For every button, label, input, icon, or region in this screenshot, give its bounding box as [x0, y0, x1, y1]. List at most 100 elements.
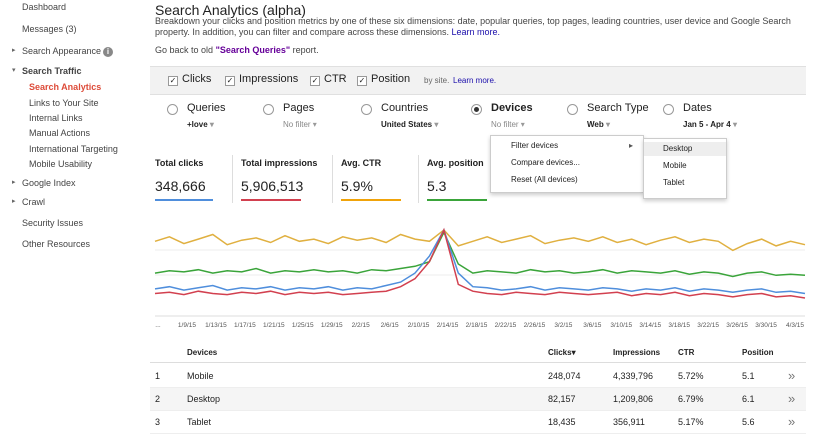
dimension-name[interactable]: Pages: [283, 102, 314, 114]
table-row[interactable]: [150, 388, 806, 411]
dimension-filter[interactable]: United States ▾: [381, 120, 438, 129]
expand-arrow: ▾: [12, 66, 16, 74]
checkbox[interactable]: ✓: [357, 76, 367, 86]
table-header[interactable]: CTR: [678, 348, 694, 357]
metrics-learn-more[interactable]: Learn more.: [453, 76, 496, 85]
table-cell: 2: [155, 394, 160, 404]
table-cell: Desktop: [187, 394, 220, 404]
x-tick-label: 3/18/15: [668, 322, 690, 329]
back-line: Go back to old "Search Queries" report.: [155, 45, 319, 55]
sidebar-subitem[interactable]: Search Analytics: [29, 82, 101, 92]
expand-arrow: ▸: [12, 178, 16, 186]
learn-more-link[interactable]: Learn more.: [452, 27, 501, 37]
dimension-filter[interactable]: Jan 5 - Apr 4 ▾: [683, 120, 737, 129]
table-row[interactable]: [150, 411, 806, 434]
table-header: Devices: [187, 348, 217, 357]
sidebar-subitem[interactable]: Manual Actions: [29, 128, 90, 138]
dimension-name[interactable]: Search Type: [587, 102, 649, 114]
menu-item[interactable]: Compare devices...: [511, 158, 580, 167]
submenu-item[interactable]: Mobile: [663, 161, 687, 170]
radio[interactable]: [471, 104, 482, 115]
metric-checkbox[interactable]: ✓Impressions: [225, 73, 298, 86]
dimension-filter[interactable]: No filter ▾: [491, 120, 525, 129]
submenu-arrow: ▸: [629, 141, 633, 150]
total-underline: [341, 199, 401, 201]
radio[interactable]: [663, 104, 674, 115]
table-header[interactable]: Impressions: [613, 348, 660, 357]
x-tick-label: 3/26/15: [726, 322, 748, 329]
table-cell: 6.1: [742, 394, 755, 404]
radio[interactable]: [361, 104, 372, 115]
x-tick-label: 3/2/15: [554, 322, 572, 329]
sidebar-subitem[interactable]: Mobile Usability: [29, 159, 92, 169]
sidebar-subitem[interactable]: Internal Links: [29, 113, 83, 123]
radio[interactable]: [167, 104, 178, 115]
expand-arrow: ▸: [12, 46, 16, 54]
x-tick-label: 1/17/15: [234, 322, 256, 329]
table-cell: 5.1: [742, 371, 755, 381]
x-tick-label: 3/6/15: [583, 322, 601, 329]
dimension-name[interactable]: Dates: [683, 102, 712, 114]
radio[interactable]: [567, 104, 578, 115]
back-link[interactable]: "Search Queries": [216, 45, 291, 55]
submenu-item[interactable]: Tablet: [663, 178, 684, 187]
sidebar-item[interactable]: Google Index: [22, 178, 76, 188]
x-tick-label: 2/2/15: [352, 322, 370, 329]
dimension-name[interactable]: Devices: [491, 102, 533, 114]
x-tick-label: 1/25/15: [292, 322, 314, 329]
sidebar-item[interactable]: Dashboard: [22, 2, 66, 12]
total-value: 5.3: [427, 178, 446, 194]
metric-checkbox[interactable]: ✓Clicks: [168, 73, 211, 86]
info-icon[interactable]: i: [103, 47, 113, 57]
sidebar-item[interactable]: Messages (3): [22, 24, 77, 34]
table-cell: 1,209,806: [613, 394, 653, 404]
x-tick-label: 3/22/15: [697, 322, 719, 329]
metric-checkbox[interactable]: ✓CTR: [310, 73, 347, 86]
metric-label: Position: [371, 73, 410, 85]
total-label: Avg. position: [427, 158, 484, 168]
table-header[interactable]: Position: [742, 348, 774, 357]
sidebar-subitem[interactable]: International Targeting: [29, 144, 118, 154]
metric-checkbox[interactable]: ✓ Position: [357, 73, 410, 86]
checkbox[interactable]: ✓: [168, 76, 178, 86]
sidebar-item[interactable]: Search Appearance: [22, 46, 101, 56]
sidebar-item[interactable]: Other Resources: [22, 239, 90, 249]
dimension-filter[interactable]: +love ▾: [187, 120, 214, 129]
table-row[interactable]: [150, 365, 806, 388]
radio[interactable]: [263, 104, 274, 115]
table-cell: 1: [155, 371, 160, 381]
submenu-item[interactable]: Desktop: [663, 144, 692, 153]
checkbox[interactable]: ✓: [225, 76, 235, 86]
sidebar-item[interactable]: Security Issues: [22, 218, 83, 228]
radio-dot: [474, 107, 479, 112]
dimension-filter[interactable]: No filter ▾: [283, 120, 317, 129]
back-text: Go back to old: [155, 45, 213, 55]
x-tick-label: ...: [155, 322, 161, 329]
row-expand[interactable]: »: [788, 414, 795, 429]
checkbox[interactable]: ✓: [310, 76, 320, 86]
x-tick-label: 1/21/15: [263, 322, 285, 329]
dimension-filter[interactable]: Web ▾: [587, 120, 610, 129]
menu-item[interactable]: Reset (All devices): [511, 175, 578, 184]
back-text: report.: [293, 45, 319, 55]
menu-item[interactable]: Filter devices: [511, 141, 558, 150]
row-expand[interactable]: »: [788, 391, 795, 406]
data-line: [155, 230, 805, 250]
x-tick-label: 1/29/15: [321, 322, 343, 329]
table-cell: Tablet: [187, 417, 211, 427]
sidebar-item[interactable]: Crawl: [22, 197, 45, 207]
device-menu: Filter devices Compare devices... Reset (A…: [490, 135, 644, 193]
x-tick-label: 1/13/15: [205, 322, 227, 329]
total-label: Total clicks: [155, 158, 203, 168]
dimension-name[interactable]: Queries: [187, 102, 226, 114]
total-value: 5,906,513: [241, 178, 303, 194]
x-tick-label: 3/10/15: [610, 322, 632, 329]
sidebar-subitem[interactable]: Links to Your Site: [29, 98, 99, 108]
x-tick-label: 2/22/15: [495, 322, 517, 329]
row-expand[interactable]: »: [788, 368, 795, 383]
total-underline: [241, 199, 301, 201]
table-header[interactable]: Clicks▾: [548, 348, 576, 357]
sidebar-item[interactable]: Search Traffic: [22, 66, 82, 76]
dimension-name[interactable]: Countries: [381, 102, 428, 114]
